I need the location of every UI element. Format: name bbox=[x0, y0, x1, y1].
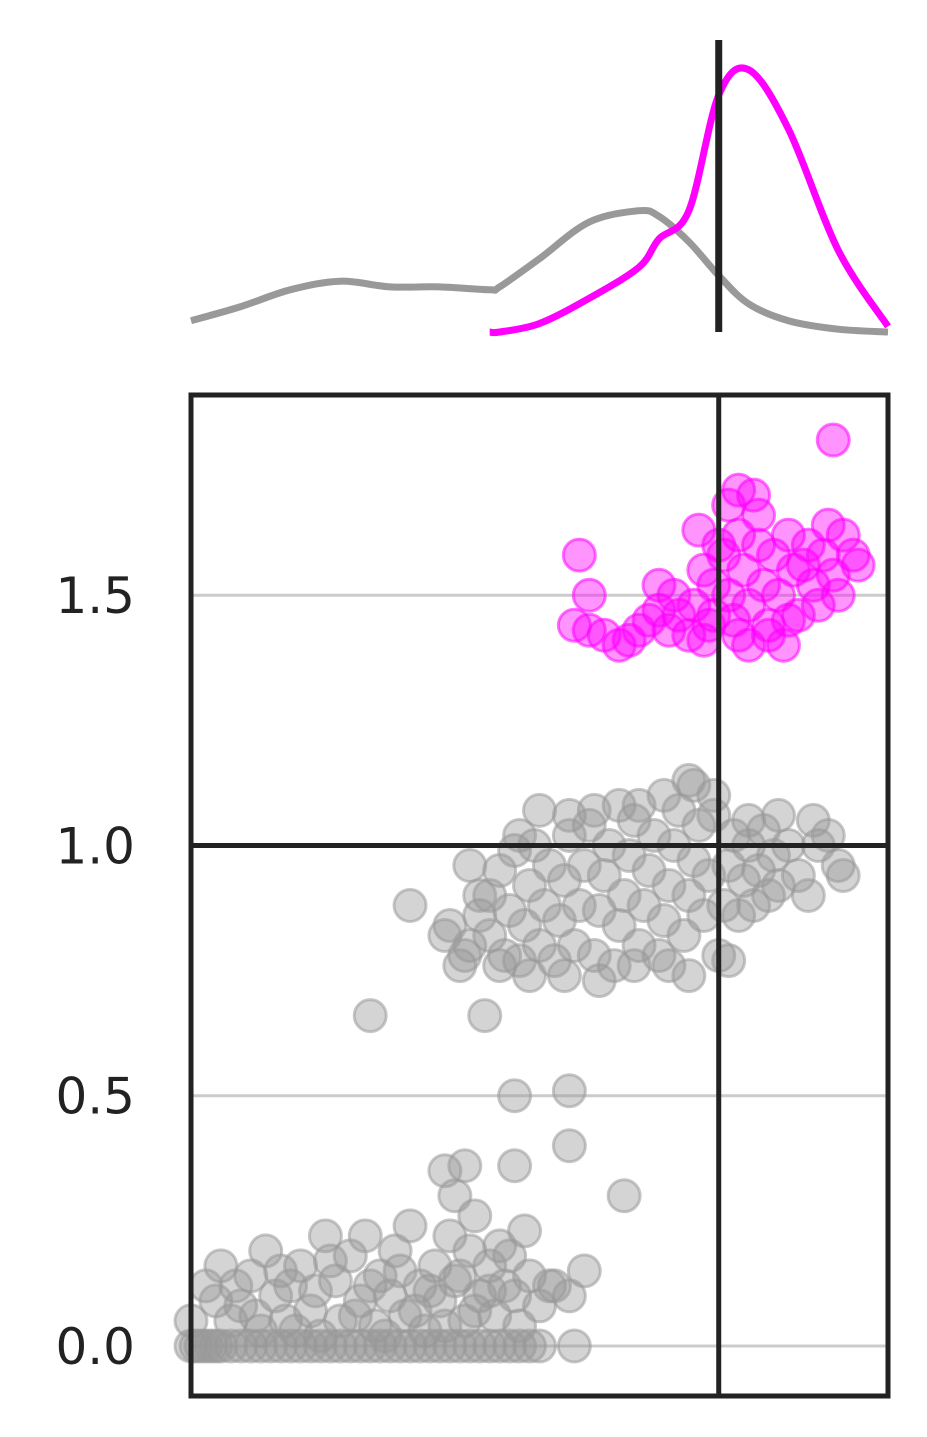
scatter-point bbox=[770, 517, 806, 553]
scatter-point bbox=[467, 998, 503, 1034]
scatter-point bbox=[427, 1308, 463, 1344]
scatter-points bbox=[173, 422, 876, 1364]
scatter-point bbox=[676, 767, 712, 803]
y-tick-label: 0.5 bbox=[55, 1068, 135, 1126]
scatter-point bbox=[512, 1328, 548, 1364]
scatter-point bbox=[840, 547, 876, 583]
scatter-point bbox=[780, 857, 816, 893]
scatter-point bbox=[412, 1273, 448, 1309]
scatter-point bbox=[392, 888, 428, 924]
magenta-series bbox=[556, 422, 876, 663]
scatter-point bbox=[566, 847, 602, 883]
scatter-point bbox=[497, 1148, 533, 1184]
magenta-density-curve bbox=[489, 64, 891, 337]
scatter-point bbox=[382, 1253, 418, 1289]
grey-density-curve bbox=[190, 206, 889, 336]
scatter-point bbox=[551, 1128, 587, 1164]
scatter-point bbox=[815, 422, 851, 458]
scatter-point bbox=[497, 1078, 533, 1114]
scatter-point bbox=[736, 477, 772, 513]
scatter-point bbox=[601, 787, 637, 823]
scatter-point bbox=[770, 602, 806, 638]
scatter-point bbox=[432, 908, 468, 944]
scatter-point bbox=[741, 497, 777, 533]
y-tick-labels: 0.0 0.5 1.0 1.5 bbox=[55, 567, 135, 1376]
scatter-point bbox=[297, 1273, 333, 1309]
scatter-point bbox=[616, 948, 652, 984]
scatter-point bbox=[218, 1268, 254, 1304]
scatter-point bbox=[322, 1328, 358, 1364]
scatter-point bbox=[651, 867, 687, 903]
scatter-point bbox=[751, 878, 787, 913]
scatter-point bbox=[561, 537, 597, 573]
scatter-point bbox=[312, 1243, 348, 1279]
scatter-point bbox=[790, 878, 826, 913]
scatter-point bbox=[795, 802, 831, 838]
scatter-point bbox=[502, 1328, 538, 1364]
scatter-point bbox=[492, 1328, 528, 1364]
scatter-point bbox=[820, 577, 856, 613]
scatter-point bbox=[238, 1298, 274, 1334]
scatter-point bbox=[646, 777, 682, 813]
scatter-point bbox=[447, 938, 483, 974]
y-tick-label: 0.0 bbox=[55, 1318, 135, 1376]
marginal-density-panel bbox=[190, 40, 891, 337]
scatter-point bbox=[800, 587, 836, 623]
scatter-point bbox=[581, 963, 617, 999]
scatter-point bbox=[427, 1153, 463, 1189]
scatter-point bbox=[278, 1313, 314, 1349]
scatter-point bbox=[696, 797, 732, 833]
scatter-panel: 0.0 0.5 1.0 1.5 bbox=[55, 392, 891, 1399]
scatter-point bbox=[507, 1213, 543, 1249]
scatter-point bbox=[512, 958, 548, 994]
scatter-point bbox=[367, 1318, 403, 1354]
marginal-density-curves bbox=[190, 64, 891, 337]
scatter-point bbox=[760, 797, 796, 833]
scatter-point bbox=[352, 1268, 388, 1304]
scatter-point bbox=[556, 1328, 592, 1364]
scatter-point bbox=[561, 888, 597, 924]
scatter-point bbox=[686, 622, 722, 658]
scatter-point bbox=[546, 958, 582, 994]
scatter-point bbox=[347, 1218, 383, 1254]
scatter-point bbox=[407, 1313, 443, 1349]
scatter-point bbox=[392, 1208, 428, 1244]
scatter-point bbox=[825, 517, 861, 553]
plot-frame bbox=[188, 392, 891, 1399]
scatter-point bbox=[551, 797, 587, 833]
y-tick-label: 1.0 bbox=[55, 817, 135, 875]
scatter-point bbox=[621, 928, 657, 964]
scatter-point bbox=[452, 847, 488, 883]
scatter-point bbox=[263, 1253, 299, 1289]
scatter-point bbox=[825, 857, 861, 893]
scatter-point bbox=[731, 802, 767, 838]
scatter-point bbox=[651, 948, 687, 984]
y-tick-label: 1.5 bbox=[55, 567, 135, 625]
scatter-point bbox=[656, 577, 692, 613]
scatter-point bbox=[721, 617, 757, 653]
scatter-point bbox=[482, 948, 518, 984]
scatter-point bbox=[337, 1298, 373, 1334]
scatter-point bbox=[571, 577, 607, 613]
grey-series bbox=[173, 762, 861, 1364]
scatter-point bbox=[352, 998, 388, 1034]
scatter-point bbox=[462, 878, 498, 913]
scatter-point bbox=[551, 1073, 587, 1109]
scatter-point bbox=[566, 1253, 602, 1289]
scatter-point bbox=[671, 958, 707, 994]
scatter-point bbox=[447, 1148, 483, 1184]
scatter-point bbox=[442, 1258, 478, 1294]
scatter-point bbox=[213, 1328, 249, 1364]
scatter-point bbox=[606, 878, 642, 913]
scatter-point bbox=[606, 1178, 642, 1214]
